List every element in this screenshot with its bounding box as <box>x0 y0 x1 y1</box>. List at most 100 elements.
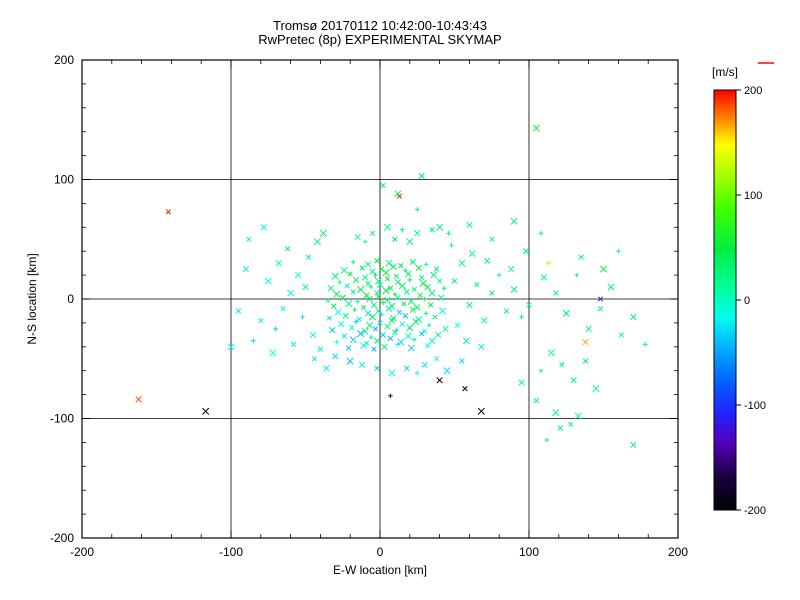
scatter-point <box>357 285 365 293</box>
scatter-point <box>345 300 353 308</box>
scatter-point <box>334 308 342 316</box>
scatter-point <box>352 307 357 312</box>
scatter-point <box>404 332 412 340</box>
scatter-point <box>309 331 317 339</box>
scatter-point <box>373 272 378 278</box>
scatter-point <box>382 269 390 277</box>
x-tick-label: 200 <box>668 545 688 559</box>
y-tick-label: 0 <box>67 292 74 306</box>
scatter-point <box>428 289 436 297</box>
scatter-point <box>370 301 378 309</box>
scatter-point <box>302 283 309 291</box>
scatter-point <box>597 296 604 302</box>
scatter-point <box>361 304 367 310</box>
scatter-point <box>347 271 353 277</box>
scatter-point <box>592 385 600 393</box>
scatter-point <box>466 301 473 309</box>
scatter-point <box>348 324 355 331</box>
scatter-point <box>406 238 414 246</box>
scatter-point <box>369 230 376 236</box>
scatter-point <box>344 283 350 289</box>
scatter-point <box>481 317 488 324</box>
scatter-point <box>553 290 559 296</box>
scatter-point <box>300 314 305 320</box>
scatter-point <box>388 393 393 398</box>
scatter-point <box>426 323 432 328</box>
scatter-point <box>353 276 360 284</box>
scatter-point <box>399 321 406 327</box>
scatter-point <box>202 407 210 415</box>
scatter-point <box>526 302 532 308</box>
scatter-point <box>260 224 267 231</box>
scatter-point <box>407 277 413 283</box>
scatter-point <box>387 335 394 342</box>
scatter-point <box>378 266 385 272</box>
scatter-point <box>414 304 421 311</box>
scatter-point <box>418 274 425 281</box>
scatter-point <box>242 265 250 273</box>
scatter-point <box>409 258 416 266</box>
scatter-point <box>294 271 302 279</box>
scatter-point <box>433 266 440 272</box>
scatter-point <box>360 342 368 350</box>
scatter-point <box>387 285 394 291</box>
scatter-point <box>419 279 427 288</box>
scatter-point <box>365 280 371 287</box>
scatter-point <box>350 289 356 295</box>
scatter-point <box>403 268 408 273</box>
scatter-point <box>287 289 295 297</box>
scatter-point <box>547 349 555 357</box>
scatter-point <box>597 305 604 312</box>
scatter-point <box>327 285 334 292</box>
scatter-point <box>353 319 359 325</box>
y-tick-label: 200 <box>54 53 74 67</box>
scatter-point <box>165 209 171 215</box>
scatter-point <box>269 349 277 357</box>
scatter-point <box>519 314 524 320</box>
scatter-point <box>458 259 466 267</box>
scatter-point <box>389 263 397 271</box>
scatter-point <box>417 292 423 299</box>
scatter-point <box>396 309 402 315</box>
scatter-point <box>381 343 388 350</box>
colorbar-tick-label: -200 <box>744 505 766 517</box>
scatter-point <box>350 259 356 265</box>
scatter-point <box>383 223 392 231</box>
scatter-point <box>538 230 544 236</box>
scatter-point <box>337 280 342 285</box>
scatter-point <box>468 250 476 258</box>
scatter-point <box>409 306 416 313</box>
scatter-point <box>374 258 380 264</box>
scatter-point <box>368 335 374 340</box>
scatter-point <box>388 369 396 377</box>
scatter-point <box>414 230 421 237</box>
scatter-point <box>518 379 525 386</box>
scatter-point <box>630 441 637 448</box>
scatter-point <box>364 310 372 317</box>
scatter-point <box>361 274 369 281</box>
scatter-point <box>377 320 383 326</box>
scatter-point <box>462 337 470 345</box>
scatter-point <box>570 377 577 384</box>
scatter-point <box>459 358 465 364</box>
scatter-point <box>273 326 279 332</box>
y-tick-label: -200 <box>50 531 74 545</box>
scatter-point <box>375 294 382 300</box>
scatter-point <box>451 278 458 284</box>
scatter-point <box>412 318 420 326</box>
scatter-point <box>568 421 574 428</box>
scatter-point <box>385 259 393 267</box>
colorbar-tick-label: 100 <box>744 190 762 202</box>
x-tick-label: -200 <box>70 545 94 559</box>
scatter-point <box>346 357 354 365</box>
scatter-point <box>366 295 374 303</box>
scatter-point <box>376 281 384 288</box>
scatter-point <box>398 262 404 269</box>
scatter-point <box>497 272 502 278</box>
x-axis-label: E-W location [km] <box>333 563 427 577</box>
scatter-point <box>415 264 422 272</box>
scatter-point <box>393 273 399 279</box>
scatter-points-layer <box>135 124 648 448</box>
scatter-point <box>407 344 415 352</box>
scatter-point <box>412 337 417 342</box>
